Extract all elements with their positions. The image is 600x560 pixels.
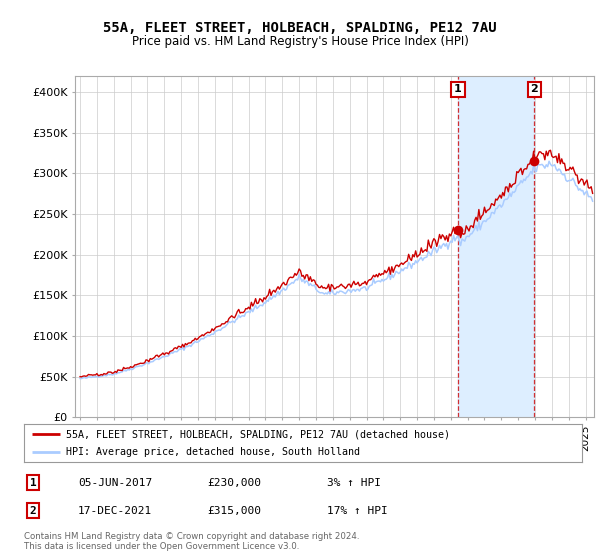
Text: Contains HM Land Registry data © Crown copyright and database right 2024.
This d: Contains HM Land Registry data © Crown c… <box>24 532 359 551</box>
Text: 1: 1 <box>454 85 462 95</box>
Bar <box>458 76 535 417</box>
Text: Price paid vs. HM Land Registry's House Price Index (HPI): Price paid vs. HM Land Registry's House … <box>131 35 469 48</box>
Text: 05-JUN-2017: 05-JUN-2017 <box>78 478 152 488</box>
Text: 3% ↑ HPI: 3% ↑ HPI <box>327 478 381 488</box>
Text: 55A, FLEET STREET, HOLBEACH, SPALDING, PE12 7AU: 55A, FLEET STREET, HOLBEACH, SPALDING, P… <box>103 21 497 35</box>
Text: 55A, FLEET STREET, HOLBEACH, SPALDING, PE12 7AU (detached house): 55A, FLEET STREET, HOLBEACH, SPALDING, P… <box>66 429 450 439</box>
Text: 2: 2 <box>29 506 37 516</box>
Text: 17% ↑ HPI: 17% ↑ HPI <box>327 506 388 516</box>
Text: 2: 2 <box>530 85 538 95</box>
Text: HPI: Average price, detached house, South Holland: HPI: Average price, detached house, Sout… <box>66 447 360 458</box>
Text: 17-DEC-2021: 17-DEC-2021 <box>78 506 152 516</box>
Text: £230,000: £230,000 <box>207 478 261 488</box>
Text: £315,000: £315,000 <box>207 506 261 516</box>
Text: 1: 1 <box>29 478 37 488</box>
